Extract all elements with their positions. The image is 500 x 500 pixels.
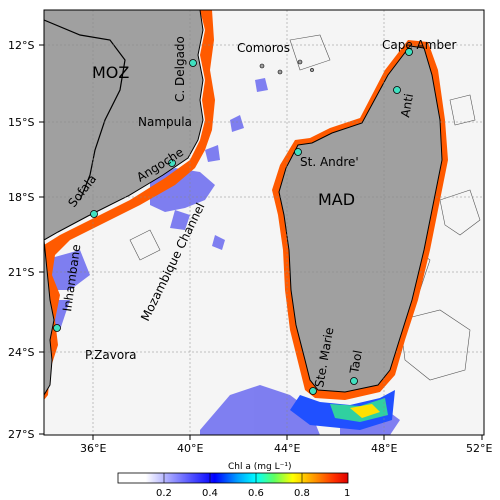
lat-tick-label: 18°S [8, 191, 34, 204]
station-st-andre [294, 148, 302, 156]
channel-chlorophyll-patches [44, 78, 400, 435]
station-cape-amber [405, 48, 413, 56]
colorbar: Chl a (mg L⁻¹) 0.2 0.4 0.6 0.8 1 [117, 462, 350, 499]
mad-label: MAD [318, 190, 355, 209]
tick-marks [39, 44, 483, 440]
africa-south-landmass [44, 239, 55, 396]
station-anti [393, 86, 401, 94]
station-c-delgado [189, 59, 197, 67]
lon-tick-label: 44°E [274, 442, 300, 455]
lat-tick-label: 15°S [8, 116, 34, 129]
colorbar-gradient [117, 472, 349, 484]
lat-tick-label: 21°S [8, 266, 34, 279]
lat-tick-label: 27°S [8, 428, 34, 441]
colorbar-tick-label: 1 [344, 488, 350, 499]
station-markers [53, 48, 413, 395]
lon-tick-label: 52°E [466, 442, 492, 455]
label-st-andre: St. Andre' [300, 155, 359, 169]
comoros-islands [259, 59, 314, 75]
label-nampula: Nampula [138, 115, 192, 129]
madagascar-landmass [278, 45, 443, 393]
moz-label: MOZ [92, 63, 129, 82]
country-border [44, 19, 126, 201]
station-ste-marie [309, 387, 317, 395]
madagascar-south-plume-peak [350, 404, 380, 418]
lat-tick-label: 24°S [8, 346, 34, 359]
lon-tick-label: 40°E [177, 442, 203, 455]
map-frame [43, 9, 485, 436]
station-inhambane [53, 324, 61, 332]
grid-lines [44, 10, 484, 435]
comoros-label: Comoros [237, 41, 290, 55]
label-anti: Anti [398, 93, 416, 119]
label-c-delgado: C. Delgado [173, 36, 187, 102]
colorbar-tick-label: 0.8 [294, 488, 310, 499]
colorbar-tick-label: 0.6 [248, 488, 264, 499]
label-p-zavora: P.Zavora [85, 348, 137, 362]
station-angoche [168, 159, 176, 167]
colorbar-tick-label: 0.4 [202, 488, 218, 499]
lon-tick-label: 36°E [80, 442, 106, 455]
africa-landmass [44, 10, 204, 241]
africa-coastal-chlorophyll [44, 10, 215, 400]
label-cape-amber: Cape Amber [382, 38, 456, 52]
station-taol [350, 377, 358, 385]
label-taol: Taol [347, 349, 365, 375]
colorbar-tick-label: 0.2 [156, 488, 172, 499]
colorbar-title: Chl a (mg L⁻¹) [228, 462, 291, 472]
lat-tick-label: 12°S [8, 39, 34, 52]
lon-tick-label: 48°E [371, 442, 397, 455]
station-sofala [90, 210, 98, 218]
